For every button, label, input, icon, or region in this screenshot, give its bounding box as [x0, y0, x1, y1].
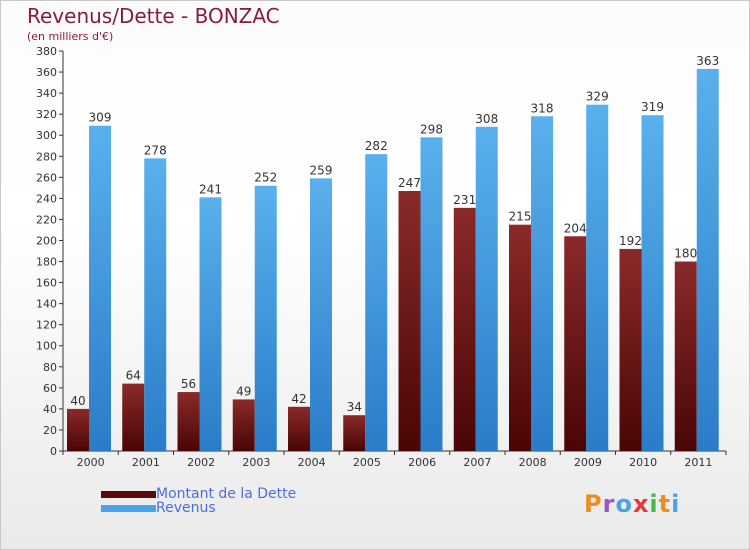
y-tick-label: 0	[50, 445, 57, 458]
x-tick-label: 2000	[77, 456, 105, 469]
x-tick-label: 2001	[132, 456, 160, 469]
bar-revenus	[475, 126, 498, 451]
y-tick-label: 60	[43, 382, 57, 395]
data-label-revenus: 278	[144, 143, 167, 157]
data-label-dette: 215	[509, 210, 532, 224]
legend-label-dette: Montant de la Dette	[156, 486, 297, 502]
bar-revenus	[586, 104, 609, 452]
bar-revenus	[310, 178, 332, 452]
data-label-revenus: 259	[310, 163, 333, 177]
data-label-revenus: 363	[696, 54, 719, 68]
data-label-dette: 34	[347, 400, 362, 414]
data-label-dette: 56	[181, 377, 196, 391]
data-label-revenus: 308	[475, 112, 498, 126]
x-tick-label: 2010	[629, 456, 657, 469]
data-label-revenus: 241	[199, 182, 222, 196]
data-label-revenus: 282	[365, 139, 388, 153]
data-label-dette: 247	[398, 176, 421, 190]
data-label-revenus: 319	[641, 100, 664, 114]
data-label-revenus: 252	[254, 171, 277, 185]
legend-label-revenus: Revenus	[156, 500, 216, 516]
bar-dette	[509, 224, 531, 451]
y-tick-label: 20	[43, 424, 57, 437]
bar-dette	[674, 261, 697, 451]
y-tick-label: 280	[36, 150, 57, 163]
y-tick-label: 40	[43, 403, 57, 416]
data-label-dette: 192	[619, 234, 642, 248]
bar-dette	[288, 406, 310, 451]
bar-dette	[343, 415, 366, 451]
y-tick-label: 120	[36, 319, 57, 332]
data-labels-group: 40 309 64 278 56 241 49 252 42 259 34 282 247 298 231 3…	[70, 54, 719, 414]
y-tick-label: 340	[36, 87, 57, 100]
bar-revenus	[254, 185, 277, 451]
x-tick-label: 2004	[298, 456, 326, 469]
data-label-dette: 180	[674, 247, 697, 261]
bar-dette	[67, 408, 89, 451]
y-tick-label: 380	[36, 45, 57, 58]
data-label-revenus: 318	[531, 101, 554, 115]
bar-dette	[398, 191, 421, 451]
x-tick-label: 2011	[684, 456, 712, 469]
legend-swatch-revenus	[101, 505, 156, 512]
bar-dette	[122, 383, 145, 451]
x-axis: 2000 2001 2002 2003 2004 2005 2006 2007 2008 2009…	[62, 450, 727, 469]
y-tick-label: 180	[36, 256, 57, 269]
data-label-dette: 49	[236, 384, 251, 398]
bar-revenus	[420, 137, 443, 451]
data-label-dette: 42	[291, 392, 306, 406]
chart-title: Revenus/Dette - BONZAC	[27, 4, 280, 28]
bar-dette	[232, 399, 255, 451]
y-tick-label: 320	[36, 108, 57, 121]
y-axis: 0 20 40 60 80 100 120 140 160 180 200 220 240 260 280 3…	[36, 45, 64, 458]
bar-dette	[177, 392, 200, 451]
chart-subtitle: (en milliers d'€)	[27, 30, 114, 43]
y-tick-label: 140	[36, 298, 57, 311]
data-label-revenus: 309	[89, 111, 112, 125]
data-label-revenus: 329	[586, 90, 609, 104]
data-label-dette: 40	[70, 394, 85, 408]
data-label-dette: 64	[126, 369, 141, 383]
data-label-dette: 204	[564, 221, 587, 235]
y-tick-label: 100	[36, 340, 57, 353]
bar-revenus	[89, 125, 111, 451]
bar-revenus	[199, 197, 222, 451]
proxiti-logo: Proxiti	[584, 490, 681, 518]
data-label-dette: 231	[453, 193, 476, 207]
bars-group	[67, 68, 719, 452]
bar-revenus	[531, 116, 553, 452]
y-tick-label: 220	[36, 213, 57, 226]
x-tick-label: 2002	[187, 456, 215, 469]
x-tick-label: 2003	[242, 456, 270, 469]
y-tick-label: 200	[36, 234, 57, 247]
bar-revenus	[696, 68, 719, 451]
x-tick-label: 2006	[408, 456, 436, 469]
y-tick-label: 240	[36, 192, 57, 205]
legend-swatch-dette	[101, 491, 156, 498]
y-tick-label: 360	[36, 66, 57, 79]
bar-dette	[453, 207, 476, 451]
bar-dette	[564, 236, 587, 451]
bar-revenus	[365, 154, 388, 451]
bar-dette	[619, 248, 642, 451]
x-tick-label: 2008	[519, 456, 547, 469]
x-tick-label: 2007	[463, 456, 491, 469]
data-label-revenus: 298	[420, 122, 443, 136]
x-tick-label: 2009	[574, 456, 602, 469]
y-tick-label: 80	[43, 361, 57, 374]
y-tick-label: 160	[36, 277, 57, 290]
bar-revenus	[641, 115, 664, 452]
y-tick-label: 260	[36, 171, 57, 184]
bar-revenus	[144, 158, 167, 452]
y-tick-label: 300	[36, 129, 57, 142]
x-tick-label: 2005	[353, 456, 381, 469]
